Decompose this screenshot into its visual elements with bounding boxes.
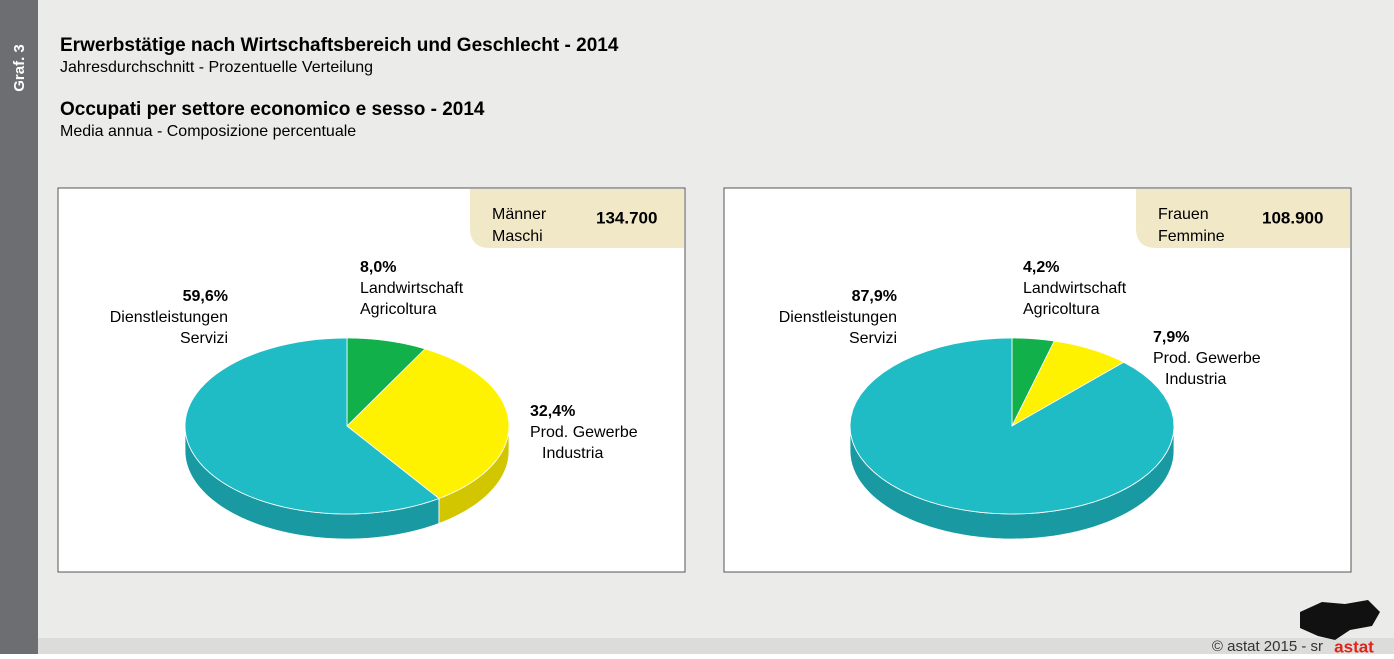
legend-box [1136,189,1350,248]
slice-top [346,348,510,499]
legend-box [470,189,684,248]
group-it: Maschi [492,228,543,245]
value-label: 7,9% [1153,329,1189,346]
group-de: Männer [492,206,547,223]
category-label: Landwirtschaft [1023,280,1127,297]
title-de: Erwerbstätige nach Wirtschaftsbereich un… [60,35,619,56]
group-it: Femmine [1158,228,1225,245]
category-label-it: Industria [542,445,603,462]
logo: astat [1334,637,1374,654]
slice-top [1011,340,1125,427]
category-label-it: Servizi [849,330,897,347]
value-label: 32,4% [530,403,575,420]
slice [849,337,1175,540]
subtitle-it: Media annua - Composizione percentuale [60,123,356,140]
logo-shape [1300,600,1380,640]
value-label: 59,6% [183,288,228,305]
subtitle-de: Jahresdurchschnitt - Prozentuelle Vertei… [60,59,373,76]
slice-top [184,337,440,515]
category-label-it: Industria [1165,371,1226,388]
slice-top [849,337,1175,515]
group-de: Frauen [1158,206,1209,223]
category-label: Dienstleistungen [779,309,897,326]
value-label: 4,2% [1023,259,1059,276]
category-label: Landwirtschaft [360,280,464,297]
value-label: 87,9% [852,288,897,305]
title-it: Occupati per settore economico e sesso -… [60,99,485,120]
category-label-it: Agricoltura [1023,301,1100,318]
category-label: Prod. Gewerbe [530,424,638,441]
category-label: Prod. Gewerbe [1153,350,1261,367]
side-strip [0,0,38,654]
slice-top [346,337,426,427]
slice [184,337,440,540]
side-label: Graf. 3 [11,44,28,92]
category-label: Dienstleistungen [110,309,228,326]
category-label-it: Servizi [180,330,228,347]
total: 134.700 [596,208,657,227]
total: 108.900 [1262,208,1323,227]
footer-band [38,638,1394,654]
slice [1011,340,1125,427]
value-label: 8,0% [360,259,396,276]
category-label-it: Agricoltura [360,301,437,318]
footer: © astat 2015 - sr [1212,638,1323,654]
slice [346,337,426,427]
